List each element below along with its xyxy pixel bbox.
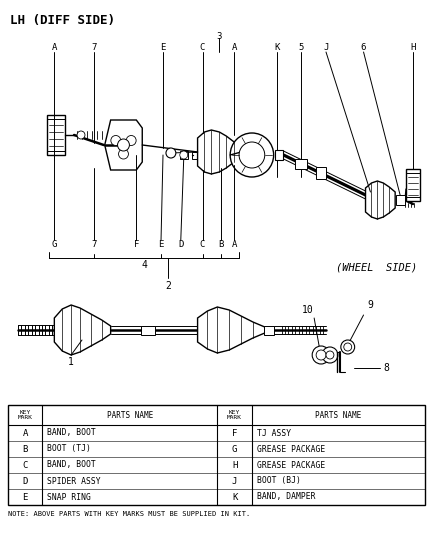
Text: BOOT (BJ): BOOT (BJ) xyxy=(257,477,301,486)
Bar xyxy=(406,169,420,201)
Bar xyxy=(47,115,65,155)
Text: GREASE PACKAGE: GREASE PACKAGE xyxy=(257,461,325,470)
Polygon shape xyxy=(198,307,265,353)
Polygon shape xyxy=(105,120,142,170)
Text: 5: 5 xyxy=(299,43,304,52)
Bar xyxy=(264,326,274,335)
Text: G: G xyxy=(52,240,57,249)
Text: SNAP RING: SNAP RING xyxy=(47,492,91,502)
Text: G: G xyxy=(232,445,237,454)
Text: PARTS NAME: PARTS NAME xyxy=(107,410,153,419)
Text: LH (DIFF SIDE): LH (DIFF SIDE) xyxy=(10,14,115,27)
Circle shape xyxy=(312,346,330,364)
Text: E: E xyxy=(159,240,164,249)
Circle shape xyxy=(230,133,274,177)
Text: GREASE PACKAGE: GREASE PACKAGE xyxy=(257,445,325,454)
Text: J: J xyxy=(323,43,328,52)
Text: F: F xyxy=(232,429,237,438)
Text: C: C xyxy=(22,461,28,470)
Text: H: H xyxy=(410,43,416,52)
Text: A: A xyxy=(231,240,237,249)
Text: A: A xyxy=(231,43,237,52)
Circle shape xyxy=(180,151,188,159)
Text: 10: 10 xyxy=(302,305,314,315)
Text: TJ ASSY: TJ ASSY xyxy=(257,429,291,438)
Text: C: C xyxy=(200,43,205,52)
Polygon shape xyxy=(198,130,241,174)
Bar xyxy=(396,195,405,205)
Text: 6: 6 xyxy=(361,43,366,52)
Circle shape xyxy=(119,149,128,159)
Bar xyxy=(8,405,425,505)
Text: 3: 3 xyxy=(217,32,222,41)
Circle shape xyxy=(316,350,326,360)
Text: F: F xyxy=(134,240,139,249)
Text: E: E xyxy=(22,492,28,502)
Circle shape xyxy=(126,135,136,146)
Text: B: B xyxy=(219,240,224,249)
Polygon shape xyxy=(54,305,111,355)
Text: KEY
MARK: KEY MARK xyxy=(227,409,242,421)
Text: D: D xyxy=(178,240,184,249)
Text: 7: 7 xyxy=(91,240,96,249)
Text: BAND, DAMPER: BAND, DAMPER xyxy=(257,492,315,502)
Bar xyxy=(180,151,188,159)
Text: E: E xyxy=(160,43,166,52)
Circle shape xyxy=(166,148,176,158)
Text: 2: 2 xyxy=(165,281,171,291)
Text: NOTE: ABOVE PARTS WITH KEY MARKS MUST BE SUPPLIED IN KIT.: NOTE: ABOVE PARTS WITH KEY MARKS MUST BE… xyxy=(8,511,250,517)
Text: K: K xyxy=(232,492,237,502)
Circle shape xyxy=(322,347,338,363)
Text: B: B xyxy=(22,445,28,454)
Bar xyxy=(295,159,307,168)
Text: 1: 1 xyxy=(68,357,74,367)
Circle shape xyxy=(341,340,355,354)
Text: 4: 4 xyxy=(141,260,147,270)
Text: SPIDER ASSY: SPIDER ASSY xyxy=(47,477,101,486)
Bar xyxy=(316,167,326,179)
Circle shape xyxy=(111,135,121,146)
Text: 8: 8 xyxy=(383,363,389,373)
Bar xyxy=(192,151,199,158)
Text: D: D xyxy=(22,477,28,486)
Text: BAND, BOOT: BAND, BOOT xyxy=(47,429,96,438)
Text: 9: 9 xyxy=(367,300,374,310)
Text: A: A xyxy=(22,429,28,438)
Circle shape xyxy=(77,131,85,139)
Text: C: C xyxy=(200,240,205,249)
Circle shape xyxy=(117,139,129,151)
Text: A: A xyxy=(52,43,57,52)
Circle shape xyxy=(239,142,265,168)
Text: (WHEEL  SIDE): (WHEEL SIDE) xyxy=(336,262,417,272)
Text: 7: 7 xyxy=(91,43,96,52)
Text: H: H xyxy=(232,461,237,470)
Text: PARTS NAME: PARTS NAME xyxy=(315,410,361,419)
Bar xyxy=(275,150,283,160)
Circle shape xyxy=(344,343,352,351)
Text: BOOT (TJ): BOOT (TJ) xyxy=(47,445,91,454)
Text: K: K xyxy=(274,43,279,52)
Text: KEY
MARK: KEY MARK xyxy=(18,409,33,421)
Polygon shape xyxy=(366,181,395,219)
Text: BAND, BOOT: BAND, BOOT xyxy=(47,461,96,470)
Text: J: J xyxy=(232,477,237,486)
Circle shape xyxy=(326,351,334,359)
Bar xyxy=(141,326,155,335)
